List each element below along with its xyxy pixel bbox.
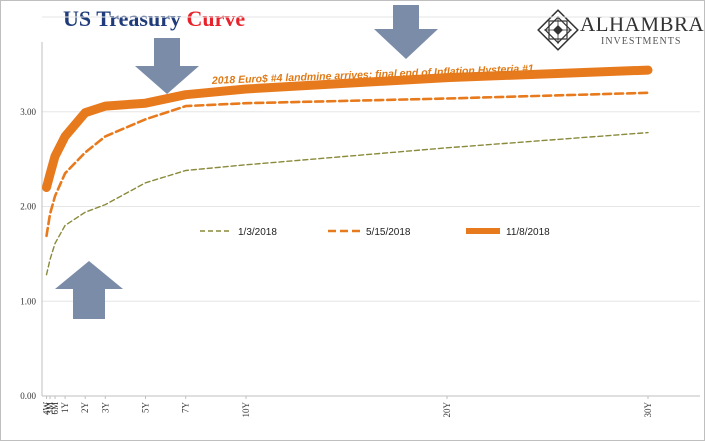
y-tick-label: 3.00 — [20, 107, 36, 117]
up-arrow-icon — [55, 261, 123, 319]
x-tick-label: 30Y — [643, 402, 653, 418]
series-layer — [42, 65, 653, 276]
legend: 1/3/2018 5/15/2018 11/8/2018 — [200, 227, 550, 238]
down-arrow-icon — [135, 38, 199, 94]
x-tick-label: 20Y — [442, 402, 452, 418]
series-line — [42, 65, 653, 192]
x-tick-label: 4W — [42, 402, 52, 416]
logo-name: ALHAMBRA — [580, 12, 705, 36]
legend-label: 5/15/2018 — [366, 227, 411, 238]
x-tick-label: 5Y — [141, 402, 151, 414]
down-arrow-icon — [374, 5, 438, 59]
x-tick-label: 6M — [50, 402, 60, 415]
y-tick-label: 1.00 — [20, 296, 36, 306]
y-tick-label: 0.00 — [20, 391, 36, 401]
title-part-2: Curve — [186, 6, 246, 31]
chart-title: US Treasury Curve — [63, 6, 245, 32]
logo-subtitle: INVESTMENTS — [601, 36, 682, 47]
series-line — [45, 131, 649, 276]
x-tick-label: 3Y — [100, 402, 110, 414]
y-tick-label: 2.00 — [20, 202, 36, 212]
title-part-1: US Treasury — [63, 6, 181, 31]
x-tick-label: 10Y — [241, 402, 251, 418]
grid-layer — [42, 16, 700, 302]
x-tick-label: 3M — [45, 402, 55, 415]
x-tick-label: 7Y — [181, 402, 191, 414]
x-tick-label: 2Y — [80, 402, 90, 414]
x-tick-label: 1Y — [60, 402, 70, 414]
legend-label: 11/8/2018 — [506, 227, 550, 238]
series-line — [45, 91, 650, 238]
legend-label: 1/3/2018 — [238, 227, 277, 238]
arrow-layer — [55, 5, 438, 319]
alhambra-logo-icon — [537, 9, 579, 51]
